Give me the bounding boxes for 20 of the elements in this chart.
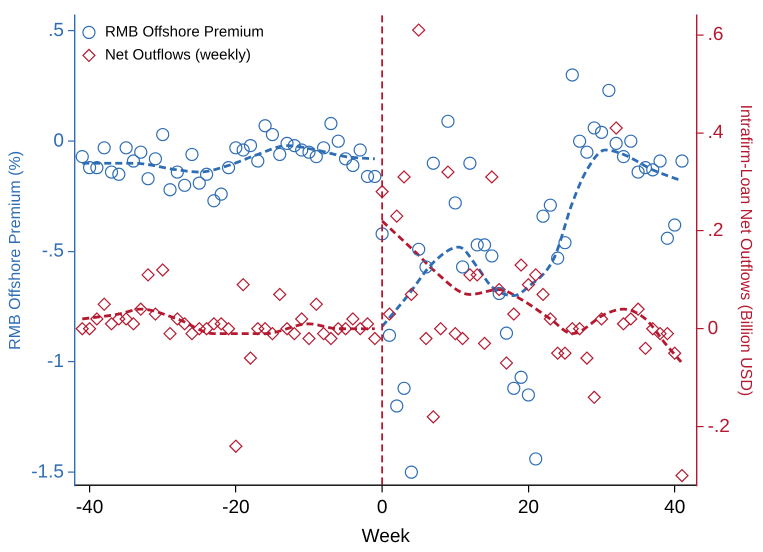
y-tick-label: 0 (53, 130, 64, 152)
y2-tick-label: .2 (708, 220, 724, 242)
y-axis-title: RMB Offshore Premium (%) (7, 150, 24, 350)
y-tick-label: -1 (47, 351, 64, 372)
x-axis-title: Week (362, 526, 410, 547)
legend-label: Net Outflows (weekly) (104, 46, 251, 64)
x-tick-label: 40 (664, 497, 686, 518)
x-tick-label: 20 (518, 497, 539, 518)
x-tick-label: 0 (376, 497, 388, 518)
y-tick-label: .5 (48, 20, 64, 42)
y2-tick-label: -.2 (708, 416, 730, 437)
legend-label: RMB Offshore Premium (104, 24, 264, 41)
y2-tick-label: .6 (708, 24, 724, 46)
y2-tick-label: .4 (708, 122, 724, 144)
y-tick-label: -1.5 (31, 461, 64, 482)
y2-tick-label: 0 (708, 318, 718, 339)
x-tick-label: -40 (76, 497, 104, 518)
y2-axis-title: Intrafirm-Loan Net Outflows (Billion USD) (736, 104, 754, 396)
y-tick-label: -.5 (42, 240, 64, 262)
x-tick-label: -20 (222, 497, 250, 518)
